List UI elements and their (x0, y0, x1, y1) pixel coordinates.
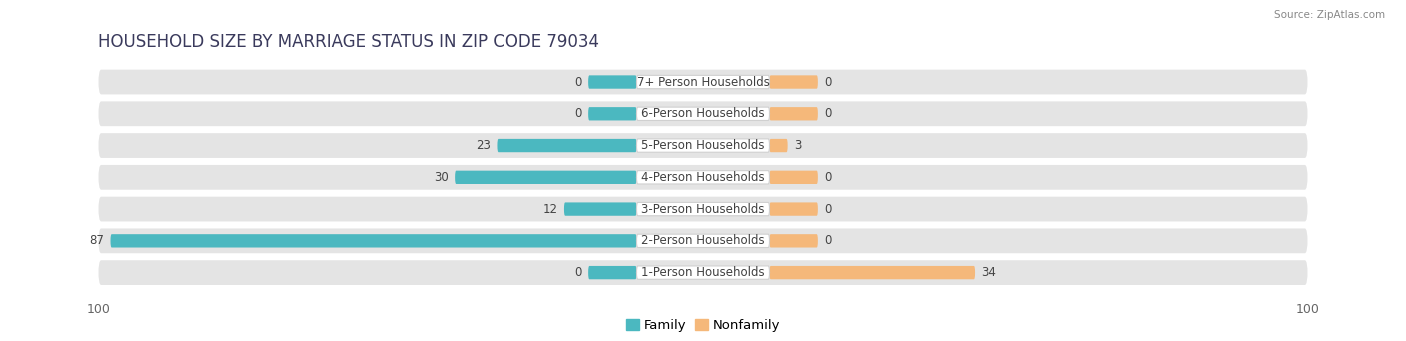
Text: 23: 23 (477, 139, 492, 152)
FancyBboxPatch shape (111, 234, 637, 248)
Text: 0: 0 (824, 75, 831, 89)
FancyBboxPatch shape (98, 197, 1308, 221)
FancyBboxPatch shape (637, 139, 769, 152)
FancyBboxPatch shape (498, 139, 637, 152)
Text: 0: 0 (575, 107, 582, 120)
Text: 0: 0 (575, 75, 582, 89)
FancyBboxPatch shape (637, 107, 769, 120)
Text: 12: 12 (543, 203, 558, 216)
FancyBboxPatch shape (769, 170, 818, 184)
Text: 4-Person Households: 4-Person Households (641, 171, 765, 184)
FancyBboxPatch shape (588, 266, 637, 279)
Text: 1-Person Households: 1-Person Households (641, 266, 765, 279)
FancyBboxPatch shape (456, 170, 637, 184)
Text: 3-Person Households: 3-Person Households (641, 203, 765, 216)
Text: 0: 0 (575, 266, 582, 279)
FancyBboxPatch shape (98, 228, 1308, 253)
FancyBboxPatch shape (637, 234, 769, 248)
FancyBboxPatch shape (637, 203, 769, 216)
Text: 5-Person Households: 5-Person Households (641, 139, 765, 152)
Text: 6-Person Households: 6-Person Households (641, 107, 765, 120)
FancyBboxPatch shape (637, 266, 769, 279)
FancyBboxPatch shape (769, 203, 818, 216)
Text: 87: 87 (90, 234, 104, 247)
Text: 0: 0 (824, 107, 831, 120)
Text: 0: 0 (824, 203, 831, 216)
FancyBboxPatch shape (769, 139, 787, 152)
Text: 34: 34 (981, 266, 995, 279)
FancyBboxPatch shape (637, 170, 769, 184)
Text: HOUSEHOLD SIZE BY MARRIAGE STATUS IN ZIP CODE 79034: HOUSEHOLD SIZE BY MARRIAGE STATUS IN ZIP… (98, 33, 599, 51)
Text: 7+ Person Households: 7+ Person Households (637, 75, 769, 89)
FancyBboxPatch shape (769, 266, 976, 279)
Text: 30: 30 (434, 171, 449, 184)
FancyBboxPatch shape (637, 75, 769, 89)
Text: Source: ZipAtlas.com: Source: ZipAtlas.com (1274, 10, 1385, 20)
FancyBboxPatch shape (769, 107, 818, 120)
FancyBboxPatch shape (98, 133, 1308, 158)
FancyBboxPatch shape (769, 75, 818, 89)
FancyBboxPatch shape (98, 101, 1308, 126)
FancyBboxPatch shape (564, 203, 637, 216)
FancyBboxPatch shape (98, 260, 1308, 285)
Text: 0: 0 (824, 171, 831, 184)
FancyBboxPatch shape (769, 234, 818, 248)
FancyBboxPatch shape (588, 107, 637, 120)
Text: 2-Person Households: 2-Person Households (641, 234, 765, 247)
FancyBboxPatch shape (98, 70, 1308, 94)
FancyBboxPatch shape (588, 75, 637, 89)
FancyBboxPatch shape (98, 165, 1308, 190)
Text: 0: 0 (824, 234, 831, 247)
Text: 3: 3 (793, 139, 801, 152)
Legend: Family, Nonfamily: Family, Nonfamily (620, 314, 786, 338)
